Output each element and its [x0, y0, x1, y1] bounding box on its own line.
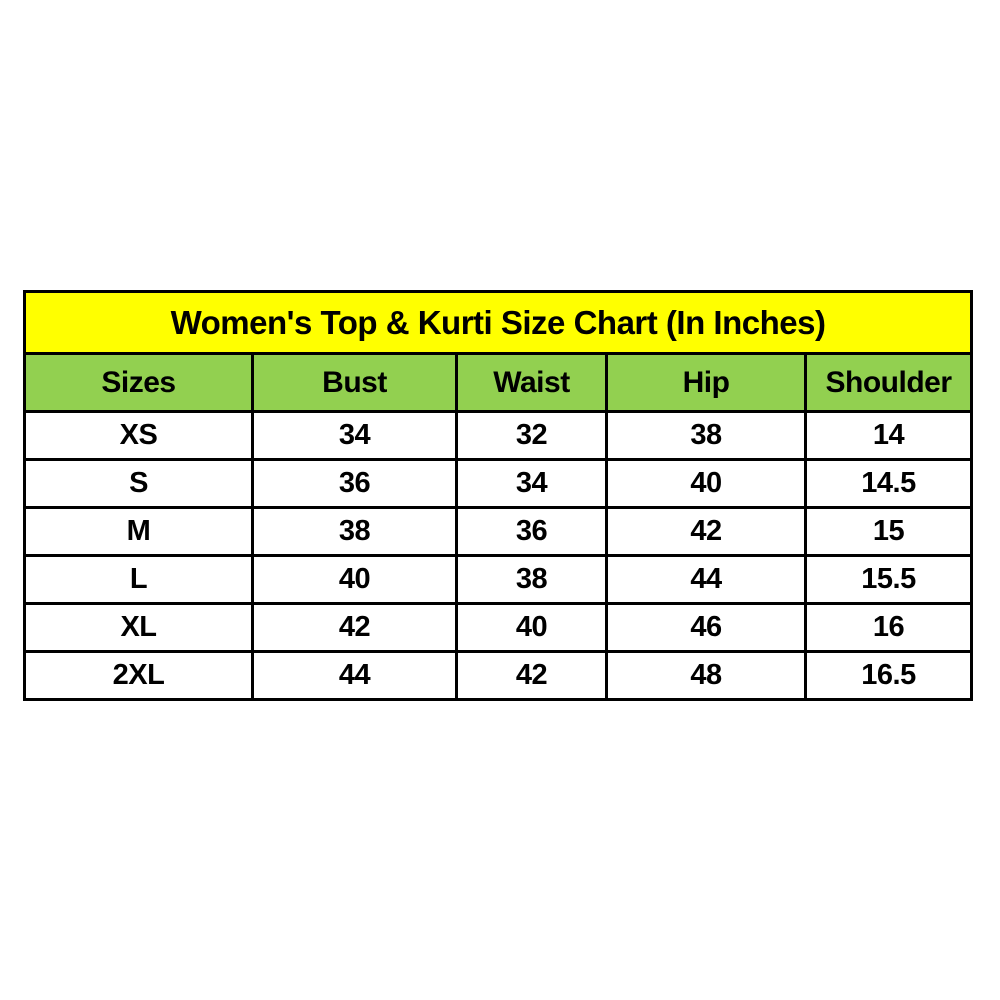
- column-header-waist: Waist: [455, 352, 608, 413]
- table-body: XS 34 32 38 14 S 36 34 40 14.5 M 38 36 42 15 L 40 38 44 15.…: [23, 410, 974, 701]
- size-chart-table: Women's Top & Kurti Size Chart (In Inche…: [22, 290, 974, 701]
- measurement-value: 14: [803, 410, 974, 461]
- table-row: XL 42 40 46 16: [23, 602, 974, 653]
- measurement-value: 34: [251, 410, 458, 461]
- measurement-value: 36: [455, 506, 608, 557]
- measurement-value: 40: [455, 602, 608, 653]
- size-label: S: [23, 458, 254, 509]
- size-label: 2XL: [23, 650, 254, 701]
- measurement-value: 42: [251, 602, 458, 653]
- measurement-value: 14.5: [803, 458, 974, 509]
- measurement-value: 38: [605, 410, 807, 461]
- measurement-value: 38: [455, 554, 608, 605]
- title-row: Women's Top & Kurti Size Chart (In Inche…: [22, 290, 974, 355]
- measurement-value: 42: [455, 650, 608, 701]
- measurement-value: 48: [605, 650, 807, 701]
- size-label: L: [23, 554, 254, 605]
- size-label: M: [23, 506, 254, 557]
- column-header-shoulder: Shoulder: [803, 352, 974, 413]
- measurement-value: 15: [803, 506, 974, 557]
- measurement-value: 38: [251, 506, 458, 557]
- table-row: M 38 36 42 15: [23, 506, 974, 557]
- measurement-value: 44: [251, 650, 458, 701]
- measurement-value: 42: [605, 506, 807, 557]
- table-row: XS 34 32 38 14: [23, 410, 974, 461]
- measurement-value: 46: [605, 602, 807, 653]
- table-row: 2XL 44 42 48 16.5: [23, 650, 974, 701]
- measurement-value: 36: [251, 458, 458, 509]
- size-label: XL: [23, 602, 254, 653]
- measurement-value: 32: [455, 410, 608, 461]
- column-header-bust: Bust: [251, 352, 458, 413]
- column-header-hip: Hip: [605, 352, 807, 413]
- measurement-value: 34: [455, 458, 608, 509]
- column-header-sizes: Sizes: [23, 352, 254, 413]
- header-row: Sizes Bust Waist Hip Shoulder: [23, 352, 974, 413]
- size-label: XS: [23, 410, 254, 461]
- measurement-value: 44: [605, 554, 807, 605]
- measurement-value: 15.5: [803, 554, 974, 605]
- measurement-value: 40: [605, 458, 807, 509]
- table-row: S 36 34 40 14.5: [23, 458, 974, 509]
- measurement-value: 16: [803, 602, 974, 653]
- chart-title: Women's Top & Kurti Size Chart (In Inche…: [22, 290, 974, 355]
- measurement-value: 40: [251, 554, 458, 605]
- table-row: L 40 38 44 15.5: [23, 554, 974, 605]
- measurement-value: 16.5: [803, 650, 974, 701]
